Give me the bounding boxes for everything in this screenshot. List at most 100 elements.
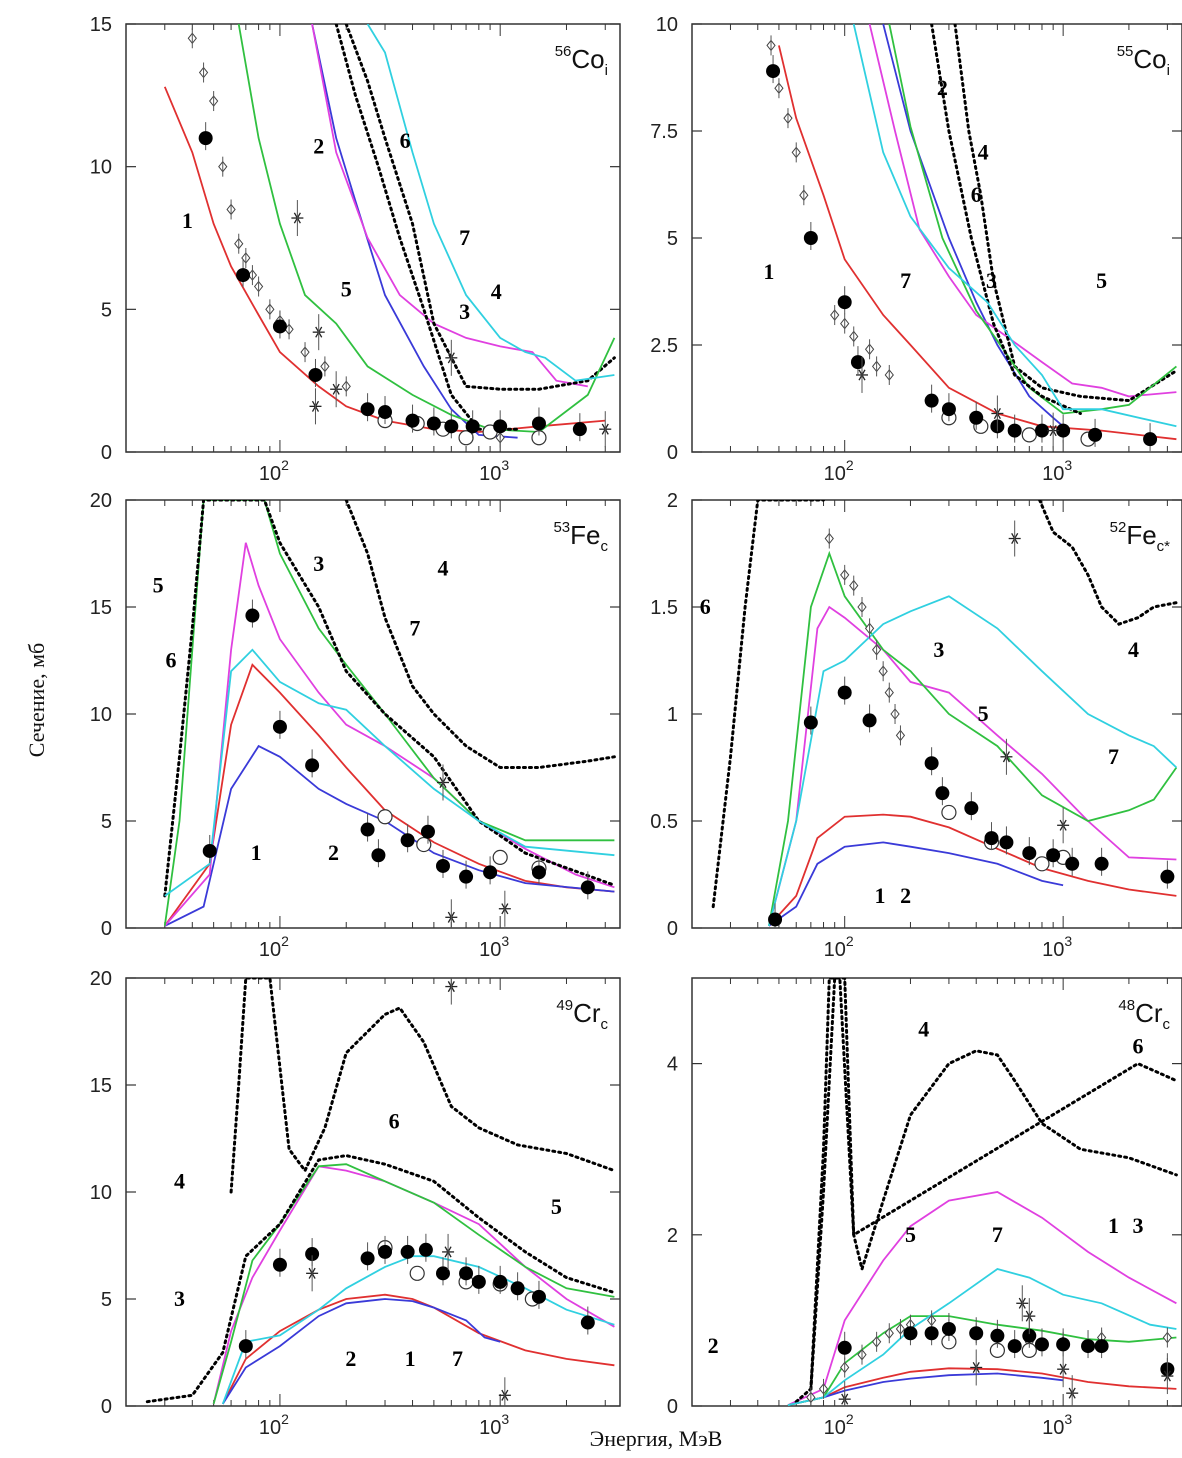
x-tick-label: 103 (479, 1411, 509, 1439)
markers-group (202, 599, 595, 928)
markers-group (768, 520, 1175, 928)
x-axis-title: Энергия, МэВ (590, 1426, 723, 1451)
series-line-2 (164, 744, 615, 927)
filled-circle-marker (435, 858, 450, 873)
series-group (711, 500, 1178, 927)
open-circle-marker (416, 836, 432, 853)
curve-label-5: 5 (153, 573, 164, 598)
curve-label-3: 3 (459, 299, 470, 324)
y-tick-label: 1 (667, 704, 678, 726)
filled-circle-marker (245, 608, 260, 623)
filled-circle-marker (941, 1321, 956, 1336)
y-tick-label: 10 (90, 1182, 112, 1204)
series-group (778, 24, 1178, 441)
filled-circle-marker (531, 1289, 546, 1304)
star-marker (1047, 412, 1060, 449)
x-tick-label: 103 (479, 933, 509, 961)
series-line-2 (222, 1298, 501, 1405)
x-tick-label: 103 (1042, 1411, 1072, 1439)
curve-label-6: 6 (165, 648, 176, 673)
series-line-3 (868, 24, 1177, 398)
curve-label-7: 7 (992, 1222, 1003, 1247)
plot-frame (125, 499, 621, 929)
filled-circle-marker (999, 835, 1014, 850)
series-group (163, 500, 616, 927)
filled-circle-marker (1065, 856, 1080, 871)
star-marker (291, 200, 304, 237)
open-circle-marker (1021, 427, 1037, 443)
y-tick-label: 15 (90, 597, 112, 619)
filled-circle-marker (378, 1244, 393, 1259)
curve-label-5: 5 (1096, 268, 1107, 293)
curve-label-1: 1 (763, 259, 774, 284)
star-marker (599, 411, 612, 448)
y-tick-label: 0 (101, 918, 112, 940)
series-line-3 (311, 24, 588, 388)
star-marker (970, 1349, 983, 1386)
series-line-1 (787, 1367, 1177, 1406)
filled-circle-marker (924, 1326, 939, 1341)
filled-circle-marker (1056, 1337, 1071, 1352)
y-tick-label: 10 (90, 157, 112, 179)
y-tick-label: 0 (101, 442, 112, 464)
series-line-2 (787, 1372, 1064, 1406)
curve-label-5: 5 (341, 276, 352, 301)
x-tick-label: 102 (824, 457, 854, 485)
filled-circle-marker (360, 1251, 375, 1266)
filled-circle-marker (1022, 846, 1037, 861)
filled-circle-marker (580, 1315, 595, 1330)
star-marker (306, 1255, 319, 1292)
filled-circle-marker (1081, 1339, 1096, 1354)
star-marker (1008, 520, 1021, 557)
filled-circle-marker (1046, 848, 1061, 863)
markers-group (806, 1285, 1175, 1406)
filled-circle-marker (768, 912, 783, 927)
filled-circle-marker (426, 416, 441, 431)
curve-label-4: 4 (978, 139, 989, 164)
curve-label-7: 7 (452, 1346, 463, 1371)
series-line-6 (163, 500, 616, 898)
series-line-7 (164, 648, 615, 897)
isotope-label: 52Fec* (1110, 519, 1171, 555)
curve-label-7: 7 (1108, 744, 1119, 769)
curve-label-6: 6 (1132, 1033, 1143, 1058)
curve-label-7: 7 (900, 268, 911, 293)
filled-circle-marker (969, 410, 984, 425)
curve-label-2: 2 (313, 134, 324, 159)
y-tick-label: 2 (667, 490, 678, 512)
star-marker (445, 899, 458, 928)
curve-label-1: 1 (405, 1346, 416, 1371)
series-line-1 (221, 1293, 615, 1405)
series-line-5 (787, 1315, 1177, 1406)
star-marker (1057, 807, 1070, 844)
series-line-3 (212, 1165, 615, 1405)
markers-group (238, 978, 595, 1406)
filled-circle-marker (1007, 1339, 1022, 1354)
filled-circle-marker (964, 801, 979, 816)
curve-label-1: 1 (251, 840, 262, 865)
isotope-label: 55Coi (1117, 43, 1170, 79)
y-tick-label: 5 (101, 299, 112, 321)
curve-label-6: 6 (389, 1108, 400, 1133)
curve-label-3: 3 (986, 268, 997, 293)
curve-label-4: 4 (918, 1016, 929, 1041)
curve-label-2: 2 (937, 75, 948, 100)
series-line-4 (809, 978, 1178, 1391)
plot-frame (125, 23, 621, 453)
series-line-1 (164, 663, 615, 927)
y-tick-label: 15 (90, 14, 112, 36)
curve-label-4: 4 (1128, 637, 1139, 662)
x-tick-label: 102 (259, 457, 289, 485)
open-circle-marker (1034, 856, 1050, 872)
y-tick-label: 5 (101, 1289, 112, 1311)
filled-circle-marker (238, 1339, 253, 1354)
plot-frame (125, 977, 621, 1407)
filled-circle-marker (308, 367, 323, 382)
series-line-1 (778, 45, 1177, 441)
filled-circle-marker (360, 402, 375, 417)
y-tick-label: 0 (667, 1396, 678, 1418)
filled-circle-marker (969, 1326, 984, 1341)
curve-label-3: 3 (1132, 1213, 1143, 1238)
filled-circle-marker (1022, 1328, 1037, 1343)
